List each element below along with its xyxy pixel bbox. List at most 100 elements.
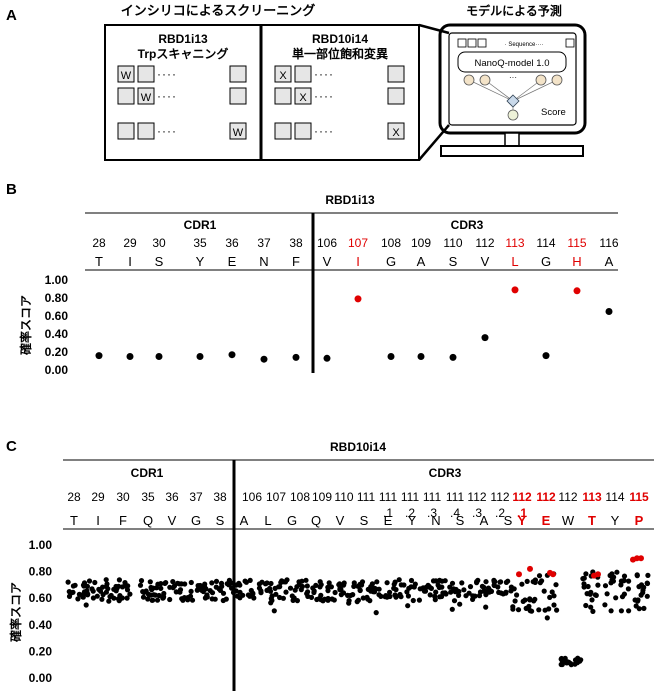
data-point: [605, 308, 613, 315]
position-sublabel: .1: [383, 506, 393, 520]
data-point: [326, 580, 332, 586]
box1-title-1: RBD1i13: [158, 32, 208, 46]
data-point: [218, 580, 225, 587]
panel-c-title: RBD10i14: [330, 440, 386, 454]
data-point: [602, 602, 608, 608]
position-label: 36: [165, 490, 179, 504]
data-point: [539, 578, 545, 584]
mutation-box: [294, 122, 312, 140]
data-point: [564, 660, 570, 666]
data-point: [138, 578, 145, 584]
data-point: [303, 577, 309, 583]
data-point: [104, 581, 110, 587]
data-point: [242, 578, 248, 584]
data-point: [398, 582, 404, 588]
data-point: [145, 591, 151, 597]
data-point: [268, 580, 274, 587]
position-sublabel: .2: [405, 506, 415, 520]
data-point: [299, 578, 305, 584]
mutation-box: [387, 87, 405, 105]
data-point: [292, 353, 300, 361]
data-point: [524, 578, 530, 585]
residue-label: Y: [196, 254, 205, 269]
data-point: [382, 594, 388, 600]
position-label: 111: [357, 490, 376, 504]
data-point: [387, 353, 395, 360]
position-label: 111: [446, 490, 465, 504]
data-point: [111, 595, 117, 601]
panel-b-positions: 28 29 30 35 36 37 38 106 107 108 109 110 112 113 114 11…: [92, 236, 619, 250]
data-point: [154, 597, 161, 603]
data-point: [392, 592, 398, 598]
residue-label: S: [449, 254, 458, 269]
position-label: 113: [505, 236, 524, 250]
position-label: 112: [475, 236, 494, 250]
data-point: [508, 588, 514, 594]
data-point: [264, 587, 270, 594]
data-point: [149, 597, 155, 603]
data-point: [417, 586, 423, 592]
residue-label: T: [70, 513, 78, 528]
data-point: [197, 582, 203, 589]
data-point: [644, 580, 650, 586]
y-axis-label: 確率スコア: [18, 295, 33, 355]
y-axis-label: 確率スコア: [8, 582, 23, 642]
data-point: [536, 573, 543, 579]
data-point: [542, 607, 548, 613]
data-point: [189, 597, 196, 603]
data-point: [357, 587, 363, 593]
highlight-point: [638, 555, 644, 562]
data-point: [410, 597, 416, 604]
residue-label: A: [605, 254, 614, 269]
data-point: [541, 588, 547, 594]
data-point: [572, 657, 579, 663]
data-point: [608, 608, 614, 614]
residue-label: Q: [311, 513, 321, 528]
position-label: 114: [605, 490, 624, 504]
data-point: [633, 603, 639, 609]
data-point: [127, 591, 133, 597]
residue-label: N: [259, 254, 268, 269]
highlight-point: [550, 571, 556, 578]
data-point: [209, 596, 215, 602]
mutation-box: [274, 122, 292, 140]
data-point: [519, 581, 525, 587]
data-point: [250, 591, 256, 597]
data-point: [604, 591, 610, 597]
data-point: [125, 583, 131, 589]
y-tick-label: 0.00: [45, 363, 69, 377]
position-label: 112: [536, 490, 556, 504]
data-point: [260, 355, 268, 363]
data-point: [99, 596, 105, 602]
data-point: [583, 571, 589, 577]
y-tick-label: 0.80: [29, 565, 53, 579]
data-point: [634, 572, 640, 578]
data-point: [150, 585, 156, 591]
data-point: [305, 589, 311, 595]
data-point: [618, 582, 624, 588]
data-point: [613, 595, 619, 601]
data-point: [103, 577, 109, 583]
data-point: [481, 334, 489, 342]
data-point: [209, 590, 216, 596]
data-point: [456, 592, 462, 599]
data-point: [268, 596, 274, 602]
data-point: [510, 604, 516, 610]
network-lines: [468, 79, 558, 114]
data-point: [397, 591, 403, 598]
y-tick-label: 1.00: [45, 273, 69, 287]
position-label: 111: [379, 490, 398, 504]
data-point: [479, 583, 485, 590]
data-point: [289, 593, 295, 599]
data-point: [442, 578, 448, 584]
data-point: [644, 593, 650, 599]
residue-label: V: [168, 513, 177, 528]
data-point: [85, 591, 91, 597]
data-point: [124, 587, 131, 593]
data-point: [283, 589, 289, 595]
mutation-box: [229, 65, 247, 83]
data-point: [532, 577, 539, 583]
mutation-box: [229, 87, 247, 105]
y-tick-label: 0.40: [29, 618, 53, 632]
position-label: 106: [242, 490, 262, 504]
